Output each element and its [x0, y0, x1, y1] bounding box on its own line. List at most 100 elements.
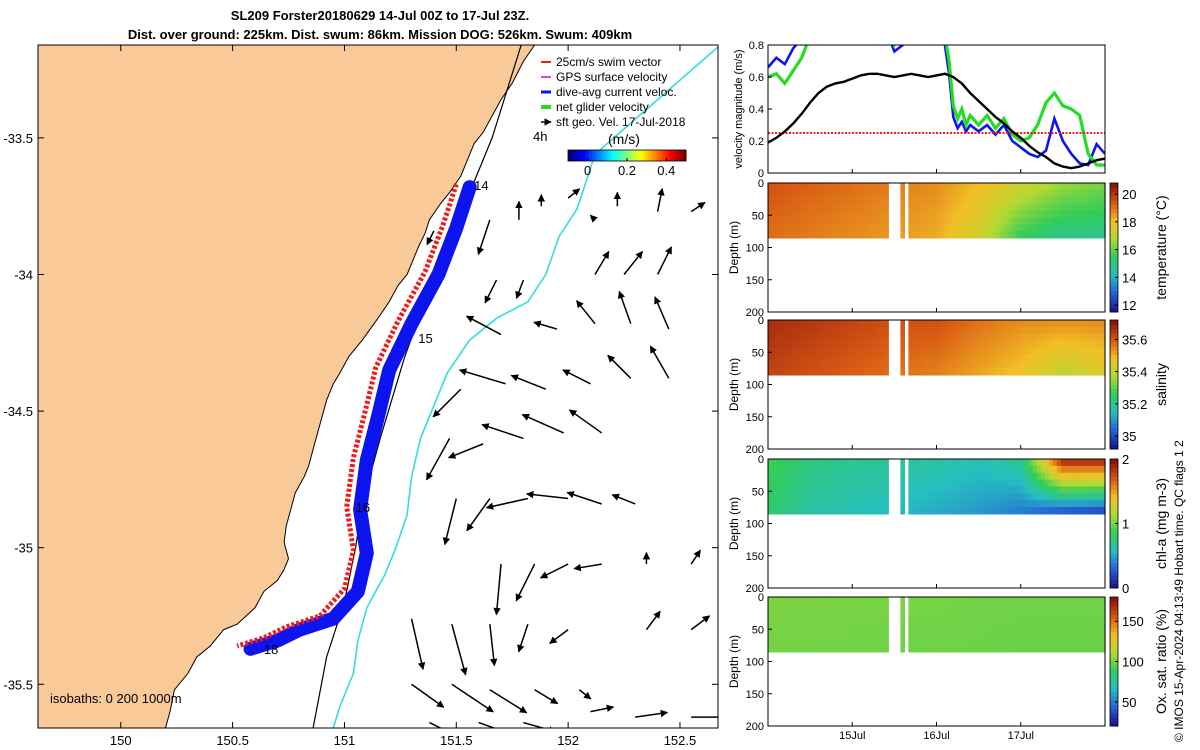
- section-cell: [964, 210, 970, 218]
- section-cell: [940, 610, 946, 619]
- section-cell: [1000, 203, 1006, 212]
- section-cell: [1052, 500, 1058, 508]
- section-cell: [944, 507, 950, 515]
- section-cell: [796, 493, 801, 501]
- section-cell: [1097, 210, 1102, 218]
- section-cell: [1004, 617, 1010, 626]
- section-cell: [1012, 210, 1018, 218]
- section-cell: [796, 459, 801, 467]
- section-cell: [920, 597, 926, 605]
- section-cell: [956, 645, 962, 653]
- section-cell: [976, 326, 982, 335]
- section-cell: [820, 354, 825, 362]
- section-cell: [908, 624, 913, 632]
- section-cell: [932, 361, 938, 369]
- section-cell: [1052, 224, 1058, 232]
- section-cell: [940, 210, 946, 218]
- section-cell: [864, 354, 869, 362]
- section-cell: [956, 479, 962, 488]
- section-cell: [860, 459, 865, 467]
- section-cell: [960, 333, 966, 342]
- section-cell: [952, 486, 958, 494]
- section-cell: [772, 472, 777, 481]
- section-cell: [932, 500, 938, 508]
- section-cell: [932, 333, 938, 342]
- section-cell: [956, 217, 962, 225]
- section-colorbar-cell: [1110, 557, 1118, 563]
- section-cell: [768, 224, 773, 232]
- section-cell: [1072, 347, 1078, 355]
- section-cell: [1040, 597, 1046, 605]
- section-cell: [768, 183, 773, 191]
- section-colorbar-cell: [1110, 371, 1118, 377]
- section-colorbar-cell: [1110, 497, 1118, 503]
- section-cell: [820, 624, 825, 632]
- section-cell: [964, 459, 970, 467]
- section-cell: [800, 472, 805, 481]
- section-cell: [812, 617, 817, 626]
- section-cell: [868, 354, 873, 362]
- section-cell: [920, 459, 926, 467]
- section-cell: [972, 624, 978, 632]
- section-cell: [844, 603, 849, 612]
- section-cell: [960, 597, 966, 605]
- current-vector: [478, 721, 497, 728]
- section-cell: [944, 333, 950, 342]
- section-cell: [880, 183, 885, 191]
- section-cell: [1040, 189, 1046, 198]
- section-cell: [772, 231, 777, 239]
- section-cell: [840, 333, 845, 342]
- section-cell: [820, 465, 825, 474]
- section-cell: [940, 624, 946, 632]
- section-cell: [844, 624, 849, 632]
- section-cell: [1097, 196, 1102, 205]
- current-vector: [562, 369, 591, 385]
- section-cell: [984, 340, 990, 349]
- section-cell: [1028, 507, 1034, 515]
- section-cell: [848, 631, 853, 639]
- section-cell: [856, 465, 861, 474]
- section-cell: [772, 224, 777, 232]
- section-cell: [872, 597, 877, 605]
- section-cell: [1016, 465, 1022, 474]
- section-cell: [1048, 459, 1054, 467]
- section-cell: [1056, 361, 1062, 369]
- section-cell: [780, 486, 785, 494]
- section-cell: [1072, 231, 1078, 239]
- section-cell: [960, 320, 966, 328]
- section-cell: [772, 203, 777, 212]
- section-cell: [924, 486, 930, 494]
- section-cell: [824, 645, 829, 653]
- section-cell: [1060, 326, 1066, 335]
- section-cell: [1101, 224, 1106, 232]
- section-cell: [856, 500, 861, 508]
- section-cell: [796, 354, 801, 362]
- section-cell: [1008, 183, 1014, 191]
- section-cell: [1028, 189, 1034, 198]
- section-cell: [824, 333, 829, 342]
- section-cell: [1036, 486, 1042, 494]
- section-cell: [984, 368, 990, 376]
- section-cell: [808, 340, 813, 349]
- section-cell: [808, 486, 813, 494]
- section-cell: [944, 231, 950, 239]
- section-cell: [1016, 624, 1022, 632]
- section-cell: [784, 493, 789, 501]
- section-cell: [1016, 486, 1022, 494]
- section-cell: [836, 493, 841, 501]
- section-cell: [972, 196, 978, 205]
- section-cell: [1068, 486, 1074, 494]
- section-cell: [956, 333, 962, 342]
- section-cell: [800, 333, 805, 342]
- section-cell: [876, 333, 881, 342]
- section-cell: [1052, 624, 1058, 632]
- section-cell: [1000, 603, 1006, 612]
- section-cell: [976, 203, 982, 212]
- section-cell: [972, 326, 978, 335]
- section-cell: [1080, 486, 1086, 494]
- section-colorbar-cell: [1110, 332, 1118, 338]
- section-cell: [848, 624, 853, 632]
- section-cell: [816, 638, 821, 646]
- section-cell: [836, 326, 841, 335]
